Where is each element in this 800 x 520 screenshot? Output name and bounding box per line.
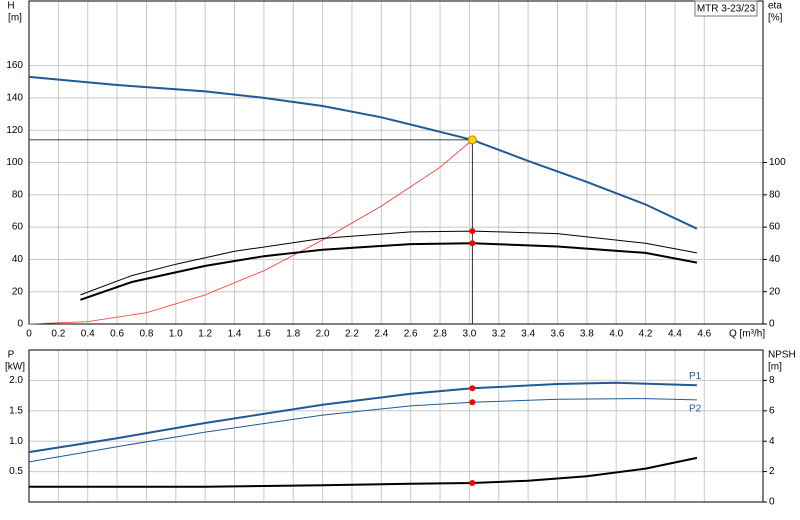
x-tick-label: 1.4 (228, 329, 242, 340)
y-tick-label: 140 (6, 93, 23, 104)
x-tick-label: 0.4 (81, 329, 95, 340)
y-tick-label: 80 (12, 189, 24, 200)
y2-axis-unit: [m] (768, 362, 782, 373)
x-tick-label: 0.2 (51, 329, 65, 340)
y-axis-unit: [kW] (5, 362, 25, 373)
y-tick-label: 60 (12, 222, 24, 233)
x-tick-label: 4.6 (697, 329, 711, 340)
y-tick-label: 2.0 (9, 375, 23, 386)
x-tick-label: 3.4 (521, 329, 535, 340)
y2-axis-label: eta (768, 1, 782, 12)
x-tick-label: 0.8 (139, 329, 153, 340)
x-tick-label: 4.0 (609, 329, 623, 340)
series-label: P1 (689, 371, 702, 382)
operating-marker (469, 228, 476, 235)
operating-marker (469, 240, 476, 247)
series-line (28, 139, 473, 325)
y2-tick-label: 60 (769, 222, 781, 233)
x-tick-label: 2.4 (374, 329, 388, 340)
y2-tick-label: 0 (769, 497, 775, 508)
y-tick-label: 160 (6, 60, 23, 71)
y-tick-label: 40 (12, 254, 24, 265)
series-line (28, 75, 698, 230)
x-tick-label: 2.0 (316, 329, 330, 340)
x-tick-label: 4.4 (668, 329, 682, 340)
y2-tick-label: 20 (769, 286, 781, 297)
operating-marker (469, 480, 476, 486)
label-box (694, 0, 758, 17)
y-tick-label: 20 (12, 286, 24, 297)
operating-marker (469, 399, 476, 406)
x-tick-label: 2.8 (433, 329, 447, 340)
series-label: P2 (689, 403, 702, 414)
plot-frame (28, 0, 764, 325)
y2-tick-label: 100 (769, 157, 786, 168)
series-line (28, 398, 697, 463)
duty-point (467, 135, 477, 145)
x-tick-label: 3.8 (580, 329, 594, 340)
plot-frame (28, 349, 764, 503)
y2-tick-label: 40 (769, 254, 781, 265)
y2-tick-label: 8 (769, 375, 775, 386)
operating-marker (469, 385, 476, 392)
y2-tick-label: 2 (769, 466, 775, 477)
y-tick-label: 1.5 (9, 405, 23, 416)
series-line (80, 242, 698, 301)
x-tick-label: 1.2 (198, 329, 212, 340)
y2-tick-label: 6 (769, 405, 775, 416)
y-tick-label: 1.0 (9, 436, 23, 447)
y-axis-label: P (8, 350, 15, 361)
x-tick-label: 2.6 (404, 329, 418, 340)
x-tick-label: 0.6 (110, 329, 124, 340)
y2-axis-label: NPSH (768, 350, 796, 361)
series-line (29, 456, 698, 488)
series-line (28, 381, 697, 454)
x-tick-label: 1.8 (286, 329, 300, 340)
y2-tick-label: 80 (769, 189, 781, 200)
y-axis-label: H (7, 1, 14, 12)
y2-axis-unit: [%] (768, 13, 783, 24)
x-tick-label: 3.0 (462, 329, 476, 340)
x-tick-label: 4.2 (639, 329, 653, 340)
y-tick-label: 0 (17, 319, 23, 330)
x-tick-label: 2.2 (345, 329, 359, 340)
y-tick-label: 100 (6, 157, 23, 168)
y2-tick-label: 4 (769, 436, 775, 447)
y-axis-unit: [m] (8, 13, 22, 24)
series-line (80, 230, 697, 296)
x-tick-label: 1.6 (257, 329, 271, 340)
y-tick-label: 120 (6, 125, 23, 136)
x-axis-label: Q [m³/h] (729, 329, 765, 340)
y2-tick-label: 0 (769, 319, 775, 330)
x-tick-label: 0 (26, 329, 32, 340)
x-tick-label: 3.6 (551, 329, 565, 340)
y-tick-label: 0.5 (9, 466, 23, 477)
x-tick-label: 3.2 (492, 329, 506, 340)
label-box-text: MTR 3-23/23 (697, 4, 756, 15)
x-tick-label: 1.0 (169, 329, 183, 340)
